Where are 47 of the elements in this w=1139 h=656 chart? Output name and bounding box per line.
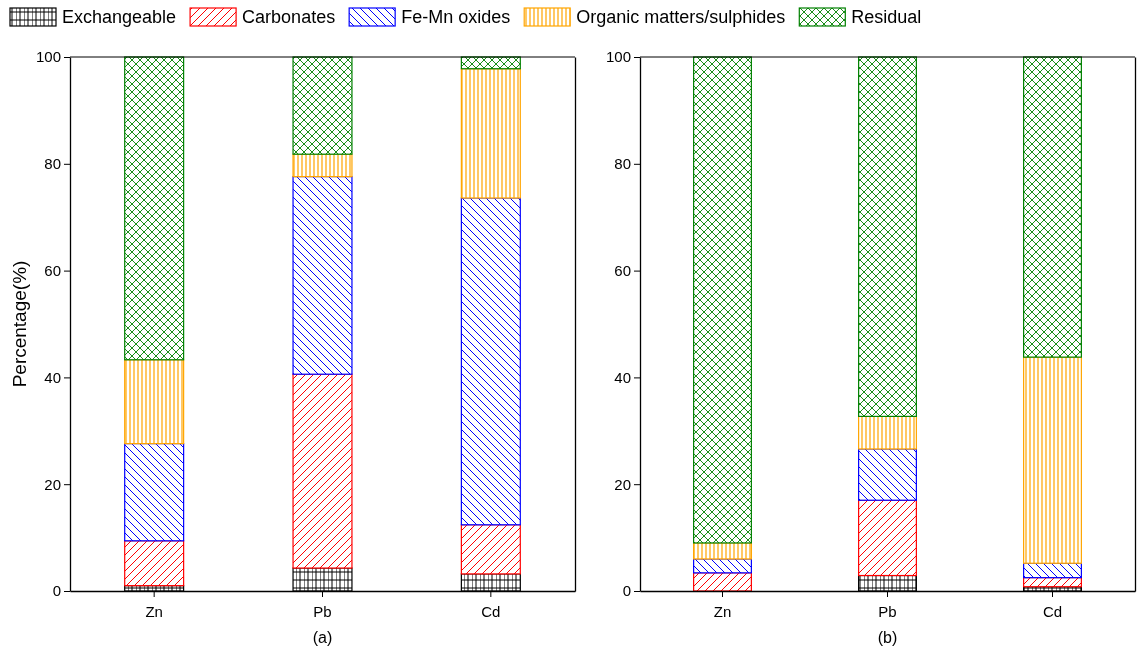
bar	[460, 197, 521, 526]
x-axis-title: (a)	[312, 629, 333, 646]
bar	[124, 56, 185, 361]
y-tick-label: 100	[605, 48, 631, 66]
x-tick-label: Zn	[713, 602, 732, 620]
x-tick-label: Cd	[1042, 602, 1063, 620]
y-tick-label: 20	[614, 475, 631, 493]
legend-label: Carbonates	[242, 7, 336, 27]
bar	[1023, 356, 1082, 564]
bar	[292, 176, 353, 375]
y-tick-label: 100	[35, 48, 61, 66]
x-tick-label: Pb	[313, 602, 332, 620]
y-tick-label: 60	[614, 261, 631, 279]
bar	[460, 68, 521, 199]
x-axis-title: (b)	[877, 629, 898, 646]
legend-label: Residual	[851, 7, 922, 27]
y-tick-label: 0	[52, 582, 61, 600]
bar	[124, 359, 185, 445]
bar	[1023, 56, 1082, 358]
bar	[460, 524, 521, 575]
bar	[693, 56, 752, 544]
bar	[124, 540, 185, 587]
bar	[1023, 562, 1082, 579]
y-tick-label: 0	[622, 582, 631, 600]
bar	[292, 56, 353, 155]
y-tick-label: 80	[44, 155, 61, 173]
y-tick-label: 40	[44, 368, 61, 386]
bar	[693, 572, 752, 592]
x-tick-label: Cd	[481, 602, 501, 620]
y-tick-label: 20	[44, 475, 61, 493]
bar	[124, 443, 185, 542]
x-tick-label: Pb	[878, 602, 897, 620]
bar	[292, 373, 353, 569]
y-tick-label: 40	[614, 368, 631, 386]
y-axis-title: Percentage(%)	[9, 260, 30, 388]
bar	[858, 415, 917, 450]
y-tick-label: 60	[44, 261, 61, 279]
legend-label: Fe-Mn oxides	[401, 7, 511, 27]
bar	[858, 499, 917, 577]
x-tick-label: Zn	[145, 602, 163, 620]
bar	[858, 448, 917, 501]
legend-label: Organic matters/sulphides	[576, 7, 786, 27]
bar	[292, 153, 353, 178]
y-tick-label: 80	[614, 155, 631, 173]
bar	[858, 56, 917, 417]
legend-label: Exchangeable	[62, 7, 177, 27]
bar	[693, 542, 752, 560]
